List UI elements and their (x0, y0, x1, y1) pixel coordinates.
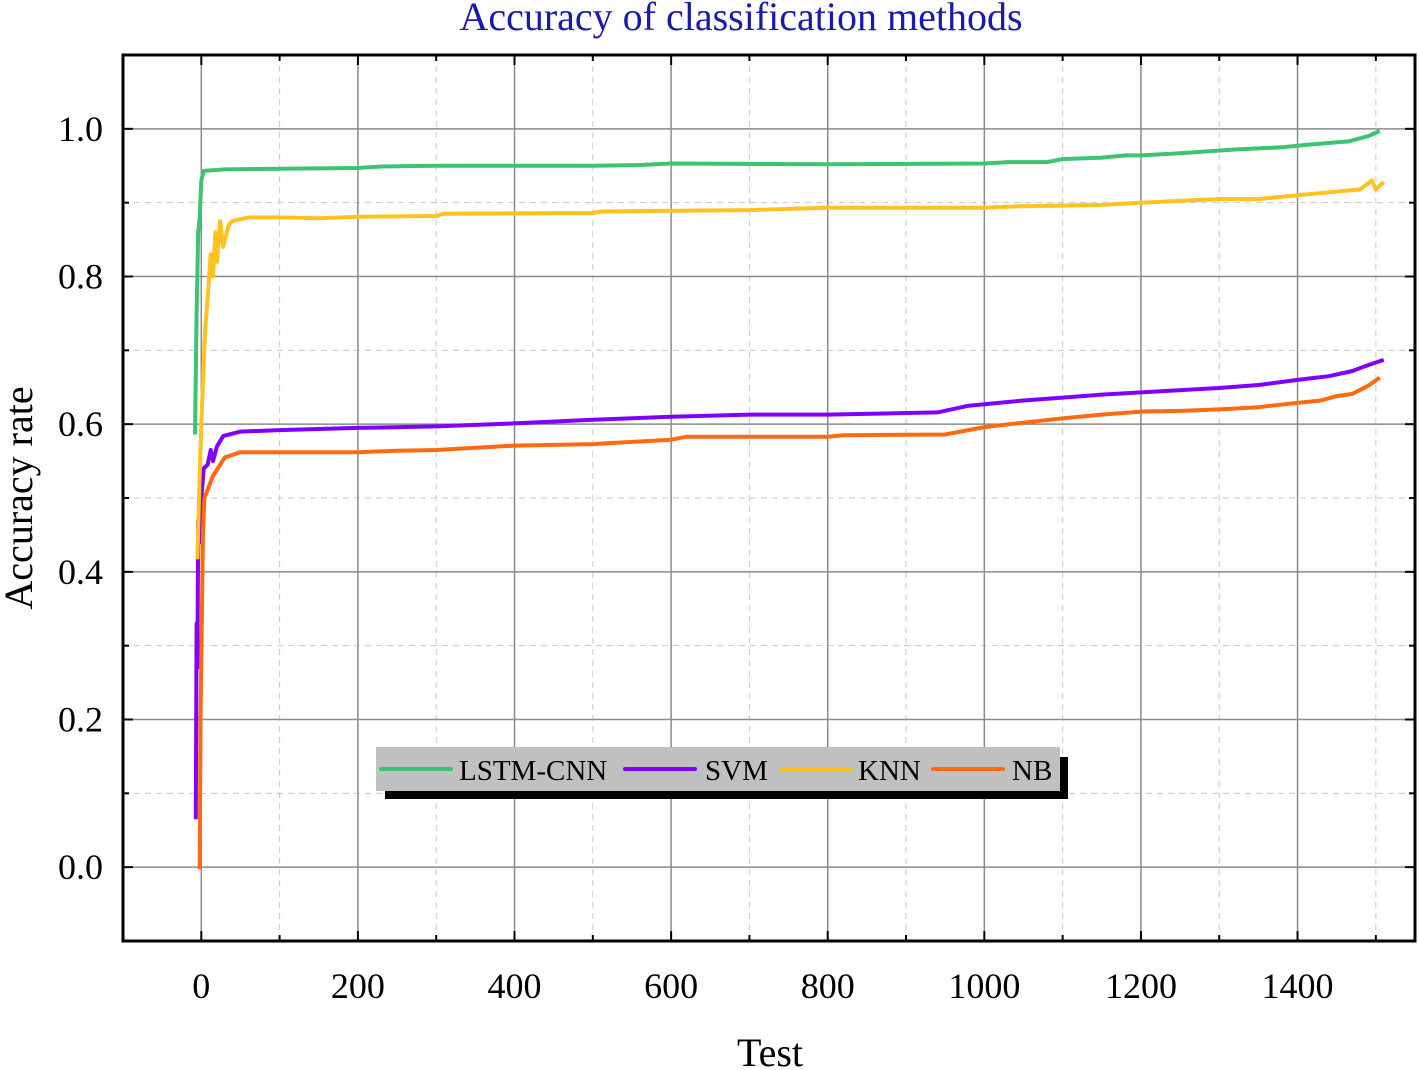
legend: LSTM-CNN SVM KNN NB (376, 747, 1068, 799)
series-line-knn (195, 178, 1386, 560)
x-tick-label: 1000 (948, 966, 1020, 1006)
x-tick-label: 0 (192, 966, 210, 1006)
series-line-svm (193, 358, 1385, 820)
y-tick-label: 0.8 (58, 257, 103, 297)
x-axis-label: Test (737, 1030, 803, 1070)
y-tick-label: 0.4 (58, 552, 103, 592)
plot-frame (121, 53, 1417, 943)
y-tick-label: 0.6 (58, 404, 103, 444)
series-lines (193, 129, 1386, 870)
x-tick-label: 1200 (1105, 966, 1177, 1006)
x-tick-label: 600 (644, 966, 698, 1006)
x-tick-label: 800 (801, 966, 855, 1006)
legend-label-nb: NB (1012, 755, 1052, 787)
grid (122, 54, 1415, 942)
series-line-lstm-cnn (193, 129, 1381, 435)
chart-title: Accuracy of classification methods (459, 0, 1022, 39)
y-axis-label: Accuracy rate (0, 386, 41, 609)
x-tick-label: 400 (488, 966, 542, 1006)
y-tick-label: 1.0 (58, 109, 103, 149)
legend-label-svm: SVM (705, 755, 768, 787)
y-tick-label: 0.2 (58, 700, 103, 740)
axis-ticks: 0 200 400 600 800 1000 1200 1400 0.0 0.2 0.4 0.6 0.8… (58, 54, 1415, 1006)
legend-label-knn: KNN (858, 755, 921, 787)
legend-label-lstm-cnn: LSTM-CNN (459, 755, 607, 787)
x-tick-label: 200 (331, 966, 385, 1006)
y-tick-label: 0.0 (58, 847, 103, 887)
x-tick-label: 1400 (1262, 966, 1334, 1006)
series-line-nb (197, 376, 1381, 870)
